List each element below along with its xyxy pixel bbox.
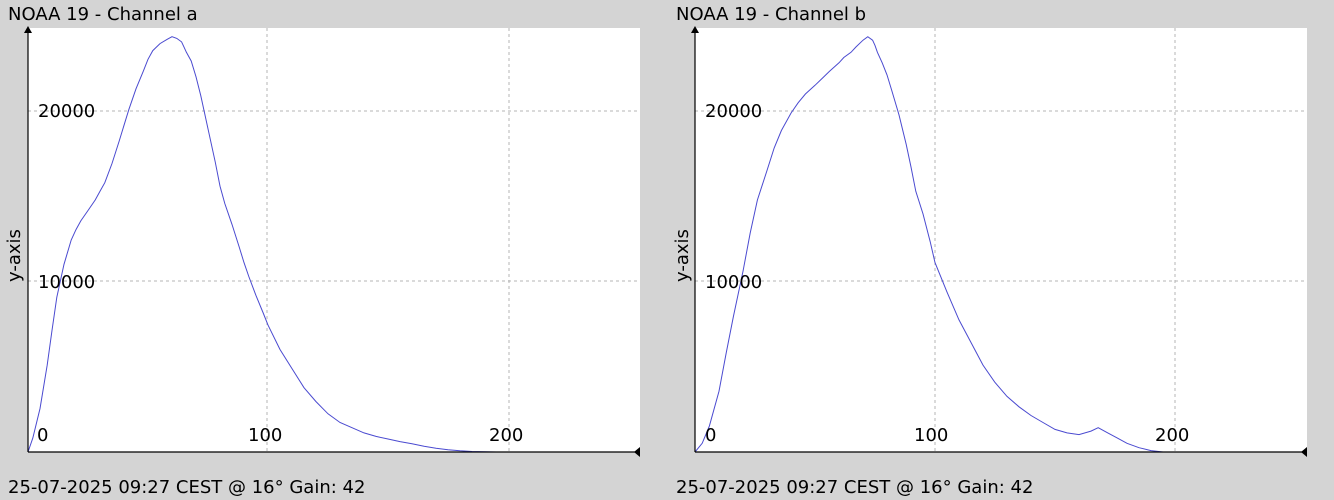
y-tick-label-20000: 20000: [38, 101, 95, 122]
y-tick-label-10000: 10000: [38, 272, 95, 293]
y-axis-arrow: [691, 26, 699, 33]
series-line: [27, 36, 497, 453]
x-tick-label-0: 0: [705, 425, 716, 446]
chart-panel-a: NOAA 19 - Channel a 0 100 200 20000 1000…: [4, 4, 640, 498]
chart-title: NOAA 19 - Channel a: [8, 4, 198, 25]
y-tick-label-10000: 10000: [705, 272, 762, 293]
chart-panel-b: NOAA 19 - Channel b 0 100 200 20000 1000…: [672, 4, 1307, 498]
grid-lines: [695, 28, 1307, 452]
axes: [691, 26, 1307, 457]
tick-labels: 0 100 200 20000 10000: [705, 101, 1189, 446]
footer-info: 25-07-2025 09:27 CEST @ 16° Gain: 42: [676, 477, 1033, 498]
footer-info: 25-07-2025 09:27 CEST @ 16° Gain: 42: [8, 477, 365, 498]
plot-area: [28, 28, 640, 452]
series-line: [694, 36, 1164, 453]
x-tick-label-0: 0: [37, 425, 48, 446]
chart-title: NOAA 19 - Channel b: [676, 4, 866, 25]
tick-labels: 0 100 200 20000 10000: [37, 101, 523, 446]
y-axis-label: y-axis: [4, 229, 25, 282]
y-axis-arrow: [24, 26, 32, 33]
x-tick-label-100: 100: [914, 425, 948, 446]
x-tick-label-200: 200: [1155, 425, 1189, 446]
x-tick-label-200: 200: [489, 425, 523, 446]
x-axis-arrow: [1301, 447, 1307, 457]
axes: [24, 26, 640, 457]
y-tick-label-20000: 20000: [705, 101, 762, 122]
x-tick-label-100: 100: [248, 425, 282, 446]
grid-lines: [28, 28, 640, 452]
y-axis-label: y-axis: [672, 229, 693, 282]
plot-area: [695, 28, 1307, 452]
x-axis-arrow: [634, 447, 640, 457]
